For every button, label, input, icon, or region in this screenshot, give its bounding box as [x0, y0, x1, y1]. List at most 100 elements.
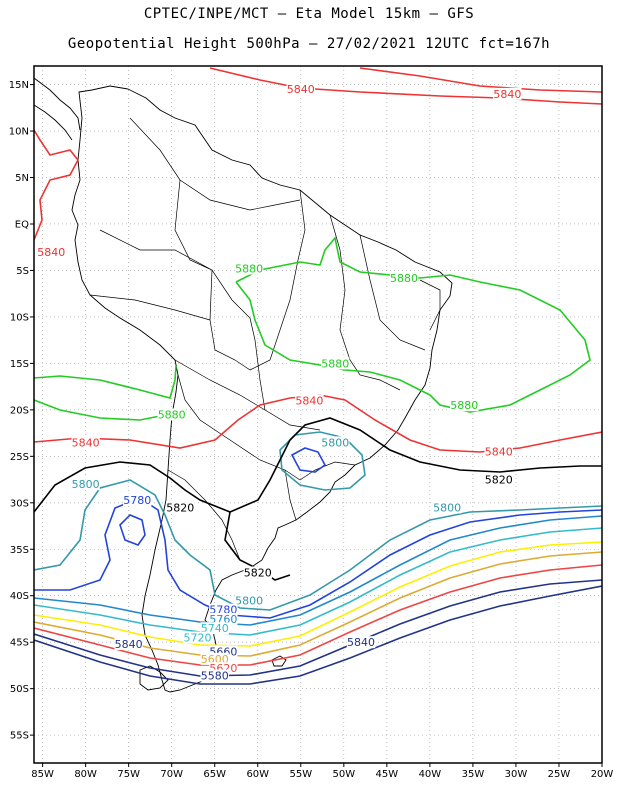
contour-label: 5780 — [123, 494, 151, 507]
contour-label-bg — [484, 445, 513, 458]
contour-label-bg — [432, 501, 462, 514]
contour-label: 5880 — [235, 263, 263, 276]
lat-tick-label: 30S — [10, 498, 29, 509]
lon-tick-label: 45W — [376, 769, 399, 780]
falkland-islands — [271, 655, 287, 667]
lon-tick-label: 85W — [31, 769, 54, 780]
contour-label: 5840 — [115, 638, 143, 651]
contour-label: 5840 — [295, 395, 323, 408]
contour-5840-north — [209, 67, 602, 105]
contour-label-bg — [389, 271, 419, 284]
contour-label: 5820 — [485, 474, 513, 487]
contour-label-bg — [37, 245, 66, 258]
lat-tick-label: 40S — [10, 591, 29, 602]
contour-label-bg — [200, 622, 229, 635]
central-america-coastline — [34, 77, 81, 141]
contour-5660 — [34, 579, 602, 677]
contour-label: 5880 — [390, 272, 418, 285]
contour-label: 5840 — [37, 246, 65, 259]
contour-5680 — [34, 564, 602, 666]
contour-5840-north-b — [359, 67, 602, 93]
contour-5640 — [34, 585, 602, 685]
contour-5880-west — [34, 365, 177, 399]
contour-label-bg — [234, 262, 264, 275]
lat-tick-label: 5S — [16, 266, 29, 277]
contour-label-bg — [286, 83, 315, 96]
contour-5720 — [34, 541, 602, 647]
contour-label: 5840 — [72, 436, 100, 449]
lat-tick-label: 15S — [10, 359, 29, 370]
contour-label-bg — [484, 473, 513, 486]
lat-tick-label: 25S — [10, 452, 29, 463]
contour-label-bg — [157, 408, 186, 421]
lat-tick-label: 20S — [10, 405, 29, 416]
country-borders — [89, 117, 441, 561]
contour-5800 — [34, 479, 602, 611]
chart-subtitle: Geopotential Height 500hPa – 27/02/2021 … — [67, 36, 551, 52]
lat-tick-label: 35S — [10, 545, 29, 556]
lat-tick-label: 15N — [9, 80, 29, 91]
contour-5820-b — [224, 511, 291, 581]
contour-5840-west — [34, 129, 79, 241]
contour-label-bg — [493, 87, 522, 100]
chart-title: CPTEC/INPE/MCT – Eta Model 15km – GFS — [143, 6, 475, 22]
contour-label-bg — [450, 399, 479, 412]
contour-label-bg — [200, 652, 229, 665]
contour-label-bg — [321, 357, 350, 370]
contour-label: 5800 — [72, 478, 100, 491]
contour-label-bg — [166, 501, 195, 514]
contour-label-bg — [295, 394, 324, 407]
lon-tick-label: 40W — [419, 769, 442, 780]
contour-5820 — [34, 417, 602, 513]
contour-5800-loop — [279, 431, 366, 491]
contour-label-bg — [71, 436, 100, 449]
contour-label-bg — [346, 636, 376, 649]
contour-label: 5880 — [321, 357, 349, 370]
contour-label: 5880 — [158, 409, 186, 422]
lat-tick-label: 50S — [10, 684, 29, 695]
contour-5760 — [34, 515, 602, 626]
contour-5780 — [34, 497, 602, 619]
lat-tick-label: 55S — [10, 731, 29, 742]
contour-label: 5800 — [235, 594, 263, 607]
contour-label: 5840 — [493, 88, 521, 101]
map-frame — [33, 65, 603, 764]
lon-tick-label: 35W — [462, 769, 485, 780]
contour-label: 5840 — [347, 636, 375, 649]
contour-label-bg — [71, 478, 100, 491]
contour-label: 5840 — [485, 446, 513, 459]
contour-label: 5820 — [244, 566, 272, 579]
lon-tick-label: 20W — [591, 769, 614, 780]
contour-label-bg — [123, 493, 152, 506]
contour-5740 — [34, 527, 602, 636]
contour-5880-west-b — [34, 399, 166, 421]
lon-tick-label: 60W — [246, 769, 269, 780]
lon-tick-label: 75W — [117, 769, 140, 780]
lon-tick-label: 70W — [160, 769, 183, 780]
lon-tick-label: 30W — [505, 769, 528, 780]
tierra-del-fuego — [139, 665, 169, 691]
lat-tick-label: 10N — [9, 127, 29, 138]
contour-label-bg — [209, 612, 238, 625]
contour-label: 5580 — [201, 670, 229, 683]
contour-label: 5840 — [287, 83, 315, 96]
axis-ticks: 15N 10N 5N EQ 5S 10S 15S 20S 25S 30S 35S 40S 45S 50S 5… — [9, 80, 614, 780]
lon-tick-label: 25W — [548, 769, 571, 780]
contour-label-bg — [234, 594, 264, 607]
contour-label-bg — [321, 436, 350, 449]
contour-label: 5800 — [433, 501, 461, 514]
contour-label-bg — [243, 566, 272, 579]
contour-5780-loop2 — [119, 514, 146, 546]
contour-5880-main — [235, 236, 591, 413]
contour-label-bg — [200, 669, 229, 682]
contour-label-bg — [114, 638, 143, 651]
contour-label: 5800 — [321, 436, 349, 449]
lon-tick-label: 65W — [203, 769, 226, 780]
contour-label-bg — [209, 603, 238, 616]
lat-tick-label: 45S — [10, 638, 29, 649]
lat-tick-label: 10S — [10, 312, 29, 323]
contour-label: 5720 — [184, 632, 212, 645]
lon-tick-label: 80W — [74, 769, 97, 780]
contour-5780-loop — [290, 447, 327, 473]
